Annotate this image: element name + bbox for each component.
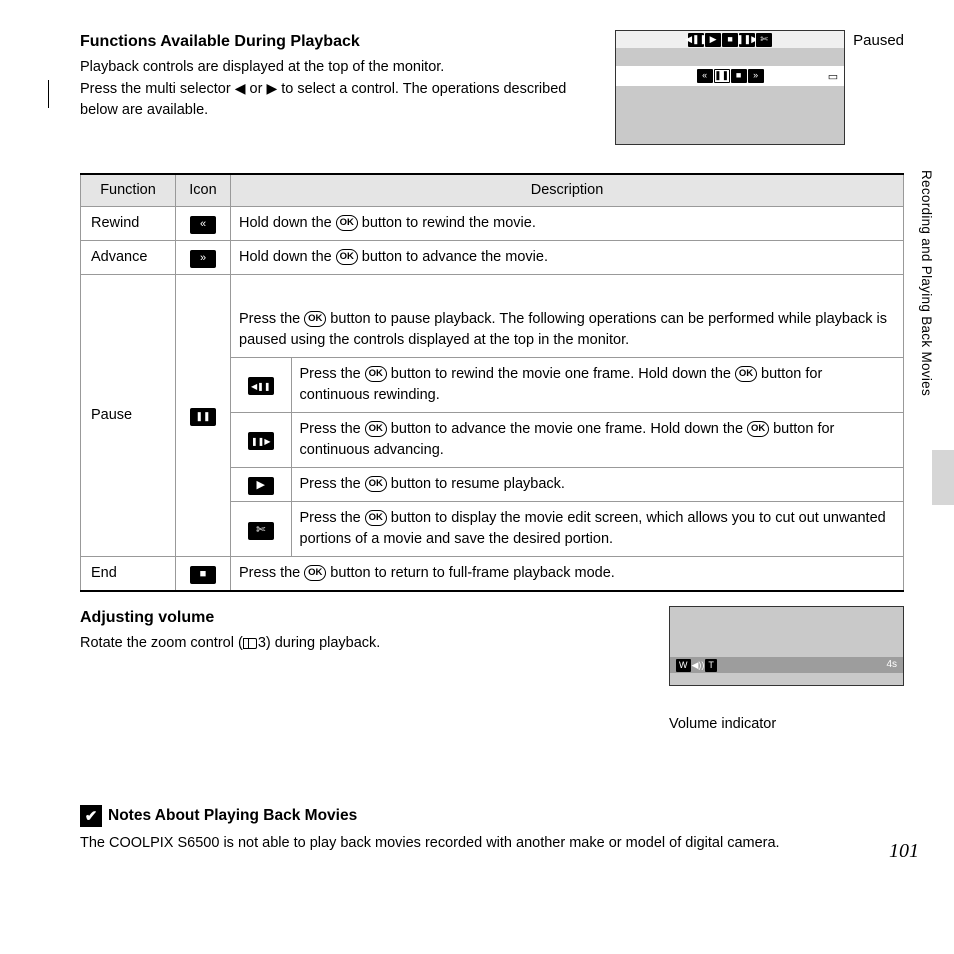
rewind-icon: « bbox=[697, 69, 713, 83]
col-function: Function bbox=[81, 174, 176, 207]
fn-advance: Advance bbox=[81, 241, 176, 275]
desc-rewind: Hold down the OK button to rewind the mo… bbox=[231, 207, 904, 241]
col-icon: Icon bbox=[176, 174, 231, 207]
pause-intro: Press the OK button to pause playback. T… bbox=[231, 303, 903, 358]
side-section-label: Recording and Playing Back Movies bbox=[916, 170, 936, 396]
left-arrow-icon bbox=[235, 81, 246, 97]
notes-title: Notes About Playing Back Movies bbox=[108, 805, 357, 827]
desc-advance: Hold down the OK button to advance the m… bbox=[231, 241, 904, 275]
desc-end: Press the OK button to return to full-fr… bbox=[231, 557, 904, 592]
edit-icon: ✄ bbox=[248, 522, 274, 540]
section-title: Functions Available During Playback bbox=[80, 30, 603, 53]
ok-button-icon: OK bbox=[747, 421, 769, 437]
volume-monitor: W◀))T 4s bbox=[669, 606, 904, 686]
play-icon: ▶ bbox=[705, 33, 721, 47]
advance-icon: » bbox=[190, 250, 216, 268]
intro-line2: Press the multi selector or to select a … bbox=[80, 78, 603, 121]
pause-r2-desc: Press the OK button to advance the movie… bbox=[291, 413, 903, 468]
volume-indicator-label: Volume indicator bbox=[669, 714, 904, 735]
pause-r3-desc: Press the OK button to resume playback. bbox=[291, 468, 903, 502]
play-icon: ▶ bbox=[248, 477, 274, 495]
page-number: 101 bbox=[889, 837, 919, 866]
pause-r1-desc: Press the OK button to rewind the movie … bbox=[291, 358, 903, 413]
rewind-frame-icon: ◀❚❚ bbox=[688, 33, 704, 47]
side-tab bbox=[932, 450, 954, 505]
volume-title: Adjusting volume bbox=[80, 606, 657, 629]
functions-table: Function Icon Description Rewind « Hold … bbox=[80, 173, 904, 592]
ok-button-icon: OK bbox=[735, 366, 757, 382]
ok-button-icon: OK bbox=[304, 311, 326, 327]
playback-monitor: ◀❚❚ ▶ ■ ❚❚▶ ✄ « ❚❚ ■ » ▭ bbox=[615, 30, 845, 145]
col-description: Description bbox=[231, 174, 904, 207]
rewind-icon: « bbox=[190, 216, 216, 234]
stop-icon: ■ bbox=[731, 69, 747, 83]
advance-frame-icon: ❚❚▶ bbox=[739, 33, 755, 47]
volume-control-icon: W◀))T bbox=[676, 659, 717, 672]
ok-button-icon: OK bbox=[336, 215, 358, 231]
callout-line bbox=[48, 80, 49, 108]
fn-end: End bbox=[81, 557, 176, 592]
end-icon: ■ bbox=[190, 566, 216, 584]
battery-icon: ▭ bbox=[828, 70, 838, 86]
edit-icon: ✄ bbox=[756, 33, 772, 47]
volume-text: Rotate the zoom control (3) during playb… bbox=[80, 633, 657, 654]
advance-frame-icon: ❚❚▶ bbox=[248, 432, 274, 450]
ok-button-icon: OK bbox=[336, 249, 358, 265]
paused-label: Paused bbox=[853, 30, 904, 52]
ok-button-icon: OK bbox=[365, 366, 387, 382]
fn-pause: Pause bbox=[81, 275, 176, 557]
pause-r4-desc: Press the OK button to display the movie… bbox=[291, 502, 903, 557]
notes-body: The COOLPIX S6500 is not able to play ba… bbox=[80, 833, 904, 854]
book-reference-icon bbox=[243, 638, 257, 649]
right-arrow-icon bbox=[266, 81, 277, 97]
intro-line1: Playback controls are displayed at the t… bbox=[80, 57, 603, 78]
rewind-frame-icon: ◀❚❚ bbox=[248, 377, 274, 395]
advance-icon: » bbox=[748, 69, 764, 83]
time-remaining: 4s bbox=[886, 658, 897, 673]
pause-icon: ❚❚ bbox=[714, 69, 730, 83]
ok-button-icon: OK bbox=[365, 476, 387, 492]
ok-button-icon: OK bbox=[365, 510, 387, 526]
notes-check-icon: ✔ bbox=[80, 805, 102, 827]
ok-button-icon: OK bbox=[365, 421, 387, 437]
pause-icon: ❚❚ bbox=[190, 408, 216, 426]
ok-button-icon: OK bbox=[304, 565, 326, 581]
fn-rewind: Rewind bbox=[81, 207, 176, 241]
